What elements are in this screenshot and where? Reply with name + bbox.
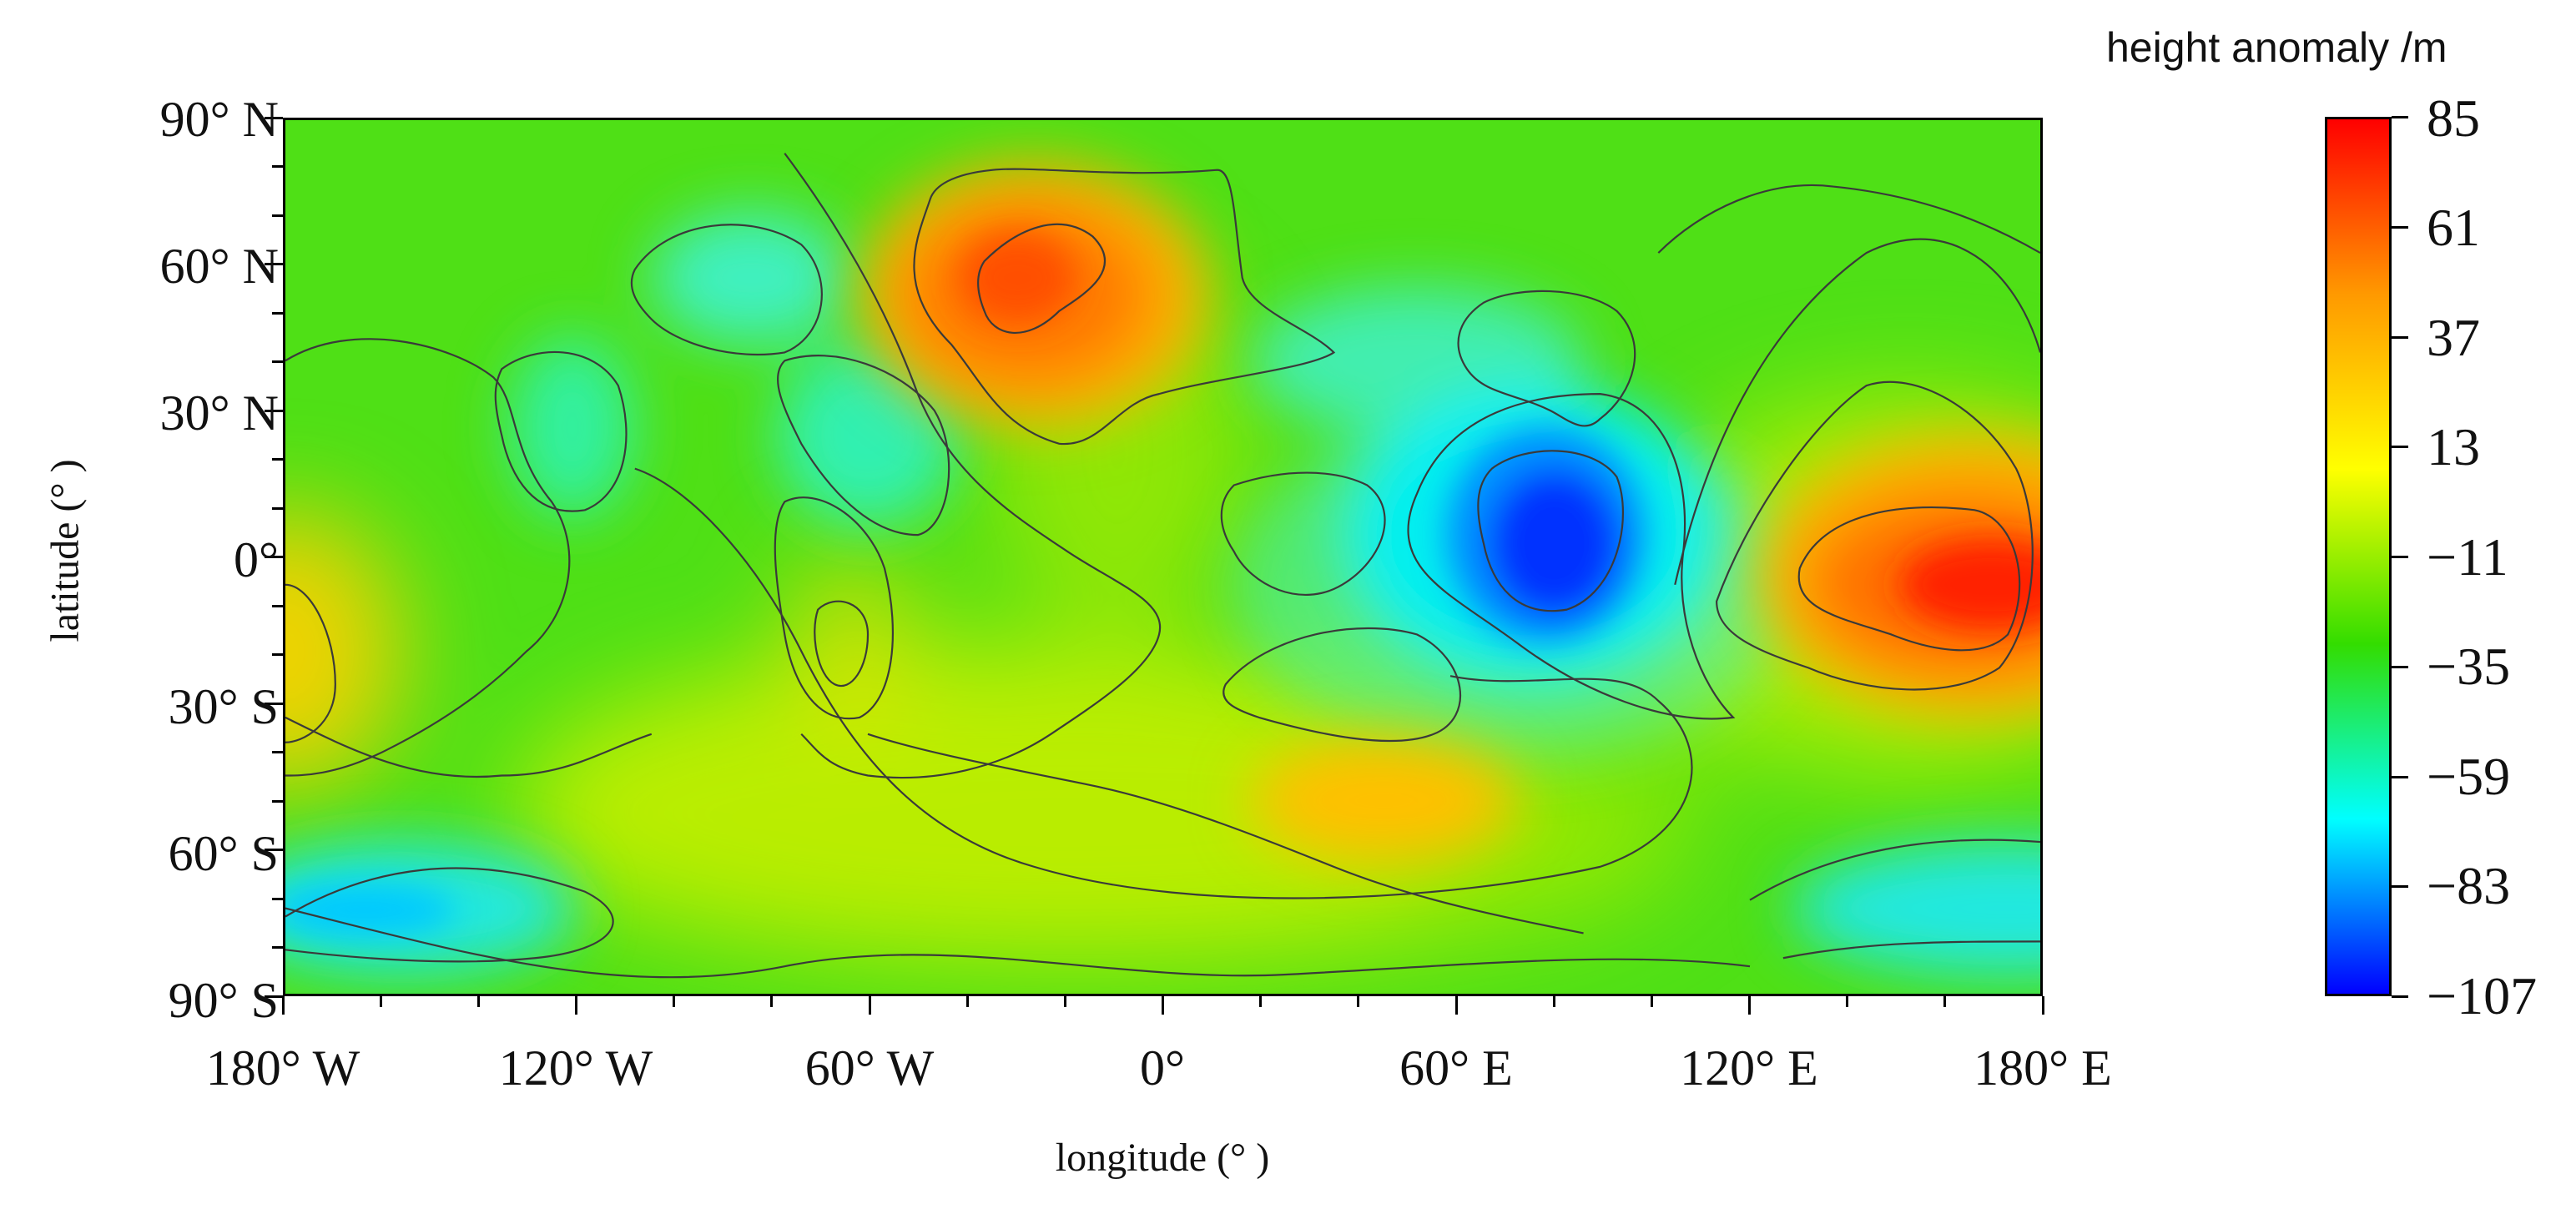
colorbar (2325, 117, 2392, 996)
axis-tick-mark (476, 996, 480, 1007)
colorbar-tick-mark (2392, 995, 2408, 998)
lat-label-30s: 30° S (168, 679, 279, 734)
colorbar-tick-mark (2392, 885, 2408, 889)
colorbar-label-85: 85 (2427, 88, 2480, 148)
colorbar-label-minus35: −35 (2427, 637, 2511, 696)
colorbar-label-minus83: −83 (2427, 856, 2511, 915)
axis-tick-mark (1748, 996, 1751, 1015)
lat-label-60n: 60° N (159, 239, 279, 294)
axis-tick-mark (379, 996, 382, 1007)
axis-tick-mark (265, 556, 283, 558)
axis-tick-mark (272, 653, 283, 656)
lon-label-60w: 60° W (804, 1040, 935, 1096)
axis-tick-mark (272, 799, 283, 803)
lon-label-180e: 180° E (1974, 1040, 2112, 1096)
axis-tick-mark (265, 263, 283, 265)
lon-label-120e: 120° E (1680, 1040, 1818, 1096)
map-panel (283, 118, 2043, 996)
lat-label-30n: 30° N (159, 385, 279, 441)
axis-tick-mark (272, 604, 283, 607)
lat-label-90n: 90° N (159, 92, 279, 147)
axis-tick-mark (965, 996, 969, 1007)
maximum-core (959, 232, 2040, 631)
lat-label-60s: 60° S (168, 826, 279, 881)
axis-tick-mark (673, 996, 676, 1007)
colorbar-tick-mark (2392, 556, 2408, 558)
contour-lines (285, 153, 2040, 979)
lon-label-0: 0° (1140, 1040, 1185, 1096)
axis-tick-mark (265, 116, 283, 119)
colorbar-tick-mark (2392, 225, 2408, 229)
colorbar-label-minus107: −107 (2427, 966, 2538, 1025)
axis-tick-mark (272, 311, 283, 315)
axis-tick-mark (1259, 996, 1263, 1007)
axis-tick-mark (1357, 996, 1360, 1007)
colorbar-label-13: 13 (2427, 417, 2480, 476)
axis-tick-mark (1454, 996, 1458, 1015)
axis-tick-mark (272, 946, 283, 949)
lat-label-90s: 90° S (168, 973, 279, 1028)
axis-tick-mark (770, 996, 774, 1007)
axis-tick-mark (272, 897, 283, 900)
axis-tick-mark (265, 702, 283, 705)
colorbar-label-61: 61 (2427, 198, 2480, 257)
axis-tick-mark (1943, 996, 1947, 1007)
colorbar-tick-mark (2392, 775, 2408, 778)
axis-tick-mark (272, 506, 283, 510)
axis-tick-mark (868, 996, 871, 1015)
axis-tick-mark (1846, 996, 1849, 1007)
axis-tick-mark (1063, 996, 1066, 1007)
axis-tick-mark (272, 458, 283, 461)
axis-tick-mark (265, 409, 283, 412)
colorbar-tick-mark (2392, 335, 2408, 339)
height-anomaly-map (285, 120, 2040, 994)
colorbar-label-37: 37 (2427, 308, 2480, 367)
colorbar-tick-mark (2392, 665, 2408, 668)
lon-label-180w: 180° W (205, 1040, 360, 1096)
axis-tick-mark (1650, 996, 1653, 1007)
colorbar-tick-mark (2392, 446, 2408, 449)
axis-tick-mark (1162, 996, 1164, 1015)
colorbar-label-minus11: −11 (2427, 527, 2508, 587)
longitude-axis-label: longitude (° ) (1055, 1136, 1270, 1180)
lon-label-120w: 120° W (498, 1040, 653, 1096)
axis-tick-mark (272, 214, 283, 217)
axis-tick-mark (272, 360, 283, 363)
colorbar-title: height anomaly /m (2106, 24, 2447, 71)
axis-tick-mark (1552, 996, 1555, 1007)
axis-tick-mark (272, 751, 283, 753)
axis-tick-mark (2041, 996, 2044, 1015)
axis-tick-mark (281, 996, 285, 1015)
lon-label-60e: 60° E (1399, 1040, 1513, 1096)
axis-tick-mark (265, 849, 283, 851)
lat-label-0: 0° (234, 532, 279, 587)
axis-tick-mark (265, 995, 283, 998)
colorbar-label-minus59: −59 (2427, 747, 2511, 806)
latitude-axis-label: latitude (° ) (43, 459, 88, 642)
colorbar-tick-mark (2392, 116, 2408, 118)
axis-tick-mark (575, 996, 577, 1015)
axis-tick-mark (272, 165, 283, 168)
